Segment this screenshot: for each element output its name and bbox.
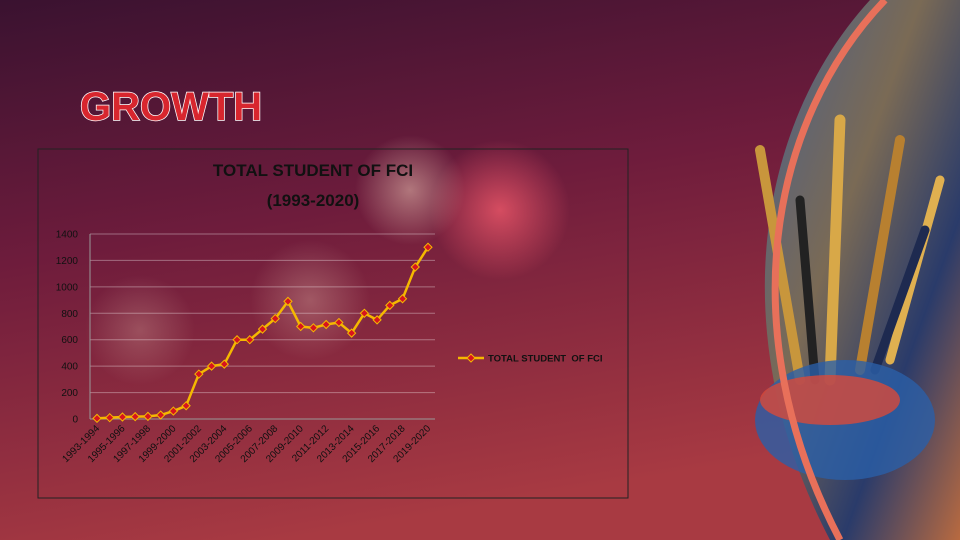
- chart-subtitle: (1993-2020): [267, 191, 360, 210]
- bokeh: [430, 140, 570, 280]
- y-tick-label: 1000: [56, 282, 79, 293]
- data-marker: [270, 313, 280, 324]
- data-marker: [92, 413, 102, 424]
- slide-title: GROWTH: [80, 85, 262, 129]
- data-marker: [181, 401, 191, 411]
- data-marker: [206, 361, 217, 371]
- data-marker: [359, 308, 370, 318]
- data-marker: [155, 410, 166, 420]
- y-tick-label: 200: [61, 388, 78, 399]
- data-marker: [410, 262, 420, 272]
- y-tick-label: 800: [61, 309, 78, 320]
- data-marker: [423, 242, 433, 252]
- data-marker: [295, 321, 306, 332]
- y-tick-label: 0: [72, 415, 78, 426]
- data-marker: [321, 319, 331, 330]
- y-tick-label: 1200: [56, 256, 79, 267]
- legend-label: TOTAL STUDENT OF FCI: [488, 354, 603, 365]
- curve-border: [771, 0, 888, 540]
- y-tick-label: 400: [61, 362, 78, 373]
- bokeh: [250, 240, 370, 360]
- data-marker: [219, 359, 230, 369]
- data-marker: [385, 300, 395, 311]
- data-marker: [232, 335, 242, 345]
- data-marker: [143, 411, 153, 422]
- bokeh: [355, 135, 465, 245]
- data-marker: [372, 315, 382, 325]
- bokeh: [85, 275, 195, 385]
- data-marker: [397, 294, 408, 304]
- data-marker: [117, 412, 128, 422]
- data-marker: [194, 369, 204, 379]
- data-marker: [346, 328, 357, 338]
- data-marker: [130, 411, 140, 422]
- y-tick-label: 600: [61, 335, 78, 346]
- data-marker: [168, 406, 179, 416]
- data-marker: [334, 317, 344, 328]
- chart-frame: [37, 148, 629, 499]
- y-tick-label: 1400: [56, 230, 79, 241]
- chart-title: TOTAL STUDENT OF FCI: [213, 161, 413, 180]
- data-marker: [308, 323, 319, 333]
- data-marker: [257, 324, 268, 334]
- data-marker: [105, 412, 115, 423]
- data-marker: [245, 335, 255, 345]
- data-marker: [283, 296, 293, 307]
- legend-marker: [466, 353, 476, 363]
